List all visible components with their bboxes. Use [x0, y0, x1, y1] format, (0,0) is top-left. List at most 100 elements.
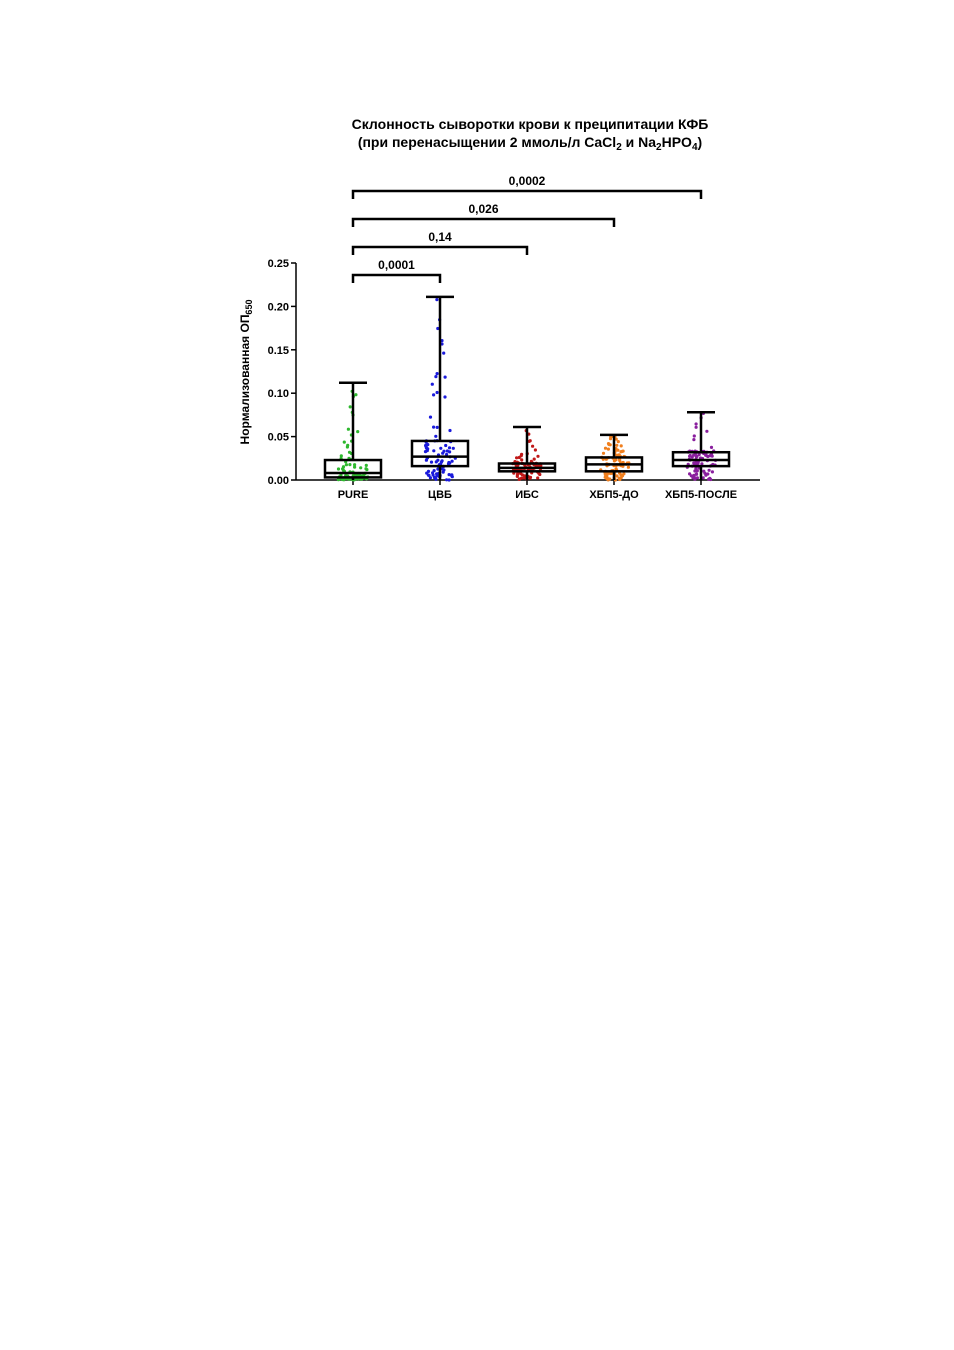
data-point — [359, 466, 363, 470]
x-tick-label: ХБП5-ПОСЛЕ — [665, 489, 737, 501]
data-point — [424, 445, 428, 449]
axes: 0.00 0.05 0.10 0.15 0.20 0.25 PURE ЦВБ ИБС ХБП5-Д… — [268, 258, 760, 501]
data-point — [614, 458, 618, 462]
data-point — [443, 395, 447, 399]
data-point — [427, 473, 431, 477]
y-axis-label: Нормализованная ОП650 — [238, 300, 254, 445]
bracket — [351, 273, 442, 283]
box-5 — [671, 411, 731, 480]
data-point — [707, 468, 711, 472]
data-point — [626, 465, 631, 469]
data-point — [447, 446, 452, 450]
data-point — [339, 454, 343, 458]
subtitle-sub-3: 4 — [691, 142, 698, 153]
data-point — [517, 455, 521, 460]
data-point — [692, 434, 696, 438]
subtitle-sub-1: 2 — [616, 142, 622, 153]
data-point — [340, 477, 344, 482]
data-point — [520, 458, 524, 462]
data-point — [430, 382, 434, 386]
data-point — [364, 467, 368, 471]
bracket-p-value: 0,026 — [468, 202, 498, 216]
data-point — [709, 445, 714, 449]
bracket-p-value: 0,14 — [428, 230, 452, 244]
data-point — [447, 478, 451, 482]
subtitle-prefix: (при перенасыщении 2 ммоль/л CaCl — [357, 134, 617, 150]
data-point — [519, 476, 524, 480]
data-point — [695, 472, 699, 476]
data-point — [439, 446, 443, 450]
data-point — [607, 442, 611, 447]
chart-subtitle: (при перенасыщении 2 ммоль/л CaCl2 и Na2… — [0, 134, 954, 153]
chart-title: Склонность сыворотки крови к преципитаци… — [351, 116, 709, 132]
data-point — [616, 440, 620, 444]
data-point — [531, 444, 535, 448]
data-point — [450, 459, 454, 463]
data-point — [442, 351, 446, 355]
data-point — [442, 449, 446, 453]
data-point — [432, 393, 436, 397]
data-point — [445, 452, 449, 457]
data-point — [445, 478, 449, 482]
data-point — [353, 463, 357, 467]
data-point — [342, 469, 346, 473]
data-point — [432, 475, 436, 480]
bracket — [351, 245, 529, 255]
data-point — [692, 438, 696, 442]
data-point — [515, 473, 520, 477]
data-point — [451, 446, 455, 450]
data-point — [702, 469, 706, 473]
data-point — [697, 452, 701, 457]
data-point — [434, 434, 438, 438]
data-point — [533, 448, 538, 452]
y-tick-label: 0.15 — [268, 345, 289, 357]
bracket-p-value: 0,0002 — [509, 174, 546, 188]
data-point — [701, 476, 705, 480]
data-point — [708, 476, 712, 480]
data-point — [700, 462, 704, 466]
data-point — [606, 447, 611, 451]
box-2 — [410, 295, 470, 480]
data-point — [614, 437, 618, 441]
subtitle-suffix: ) — [697, 134, 703, 150]
box-iqr — [323, 458, 383, 479]
data-point — [429, 460, 434, 464]
data-point — [691, 476, 695, 480]
data-point — [435, 390, 439, 395]
y-tick-label: 0.10 — [268, 388, 289, 400]
subtitle-mid-2: HPO — [661, 134, 692, 150]
data-point — [528, 475, 533, 479]
data-point — [536, 476, 540, 480]
data-point — [695, 461, 699, 465]
y-axis-label-sub: 650 — [244, 300, 254, 315]
data-point — [536, 454, 540, 458]
data-point — [695, 454, 699, 458]
y-tick-label: 0.25 — [268, 258, 289, 270]
x-tick-label: ЦВБ — [428, 489, 452, 501]
y-tick-label: 0.05 — [268, 432, 289, 444]
subtitle-mid: и Na — [621, 134, 657, 150]
bracket-p-value: 0,0001 — [378, 258, 415, 272]
data-point — [443, 375, 447, 379]
x-tick-label: ИБС — [515, 489, 539, 501]
y-axis-label-main: Нормализованная ОП — [238, 315, 252, 445]
data-point — [348, 405, 352, 409]
significance-brackets: 0,0001 0,14 0,026 0,0002 — [351, 174, 703, 283]
data-point — [434, 375, 438, 379]
box-3 — [497, 425, 557, 480]
data-point — [615, 453, 619, 457]
data-point — [356, 430, 360, 434]
data-point — [603, 475, 607, 479]
data-point — [447, 473, 451, 477]
data-point — [618, 458, 622, 463]
data-point — [425, 471, 429, 475]
data-point — [694, 422, 698, 426]
data-point — [622, 472, 626, 476]
data-point — [615, 474, 619, 478]
data-point — [522, 476, 526, 480]
box-1 — [323, 381, 383, 480]
data-point — [608, 477, 612, 481]
bracket — [351, 189, 703, 199]
data-point — [608, 437, 613, 441]
data-point — [348, 463, 352, 467]
